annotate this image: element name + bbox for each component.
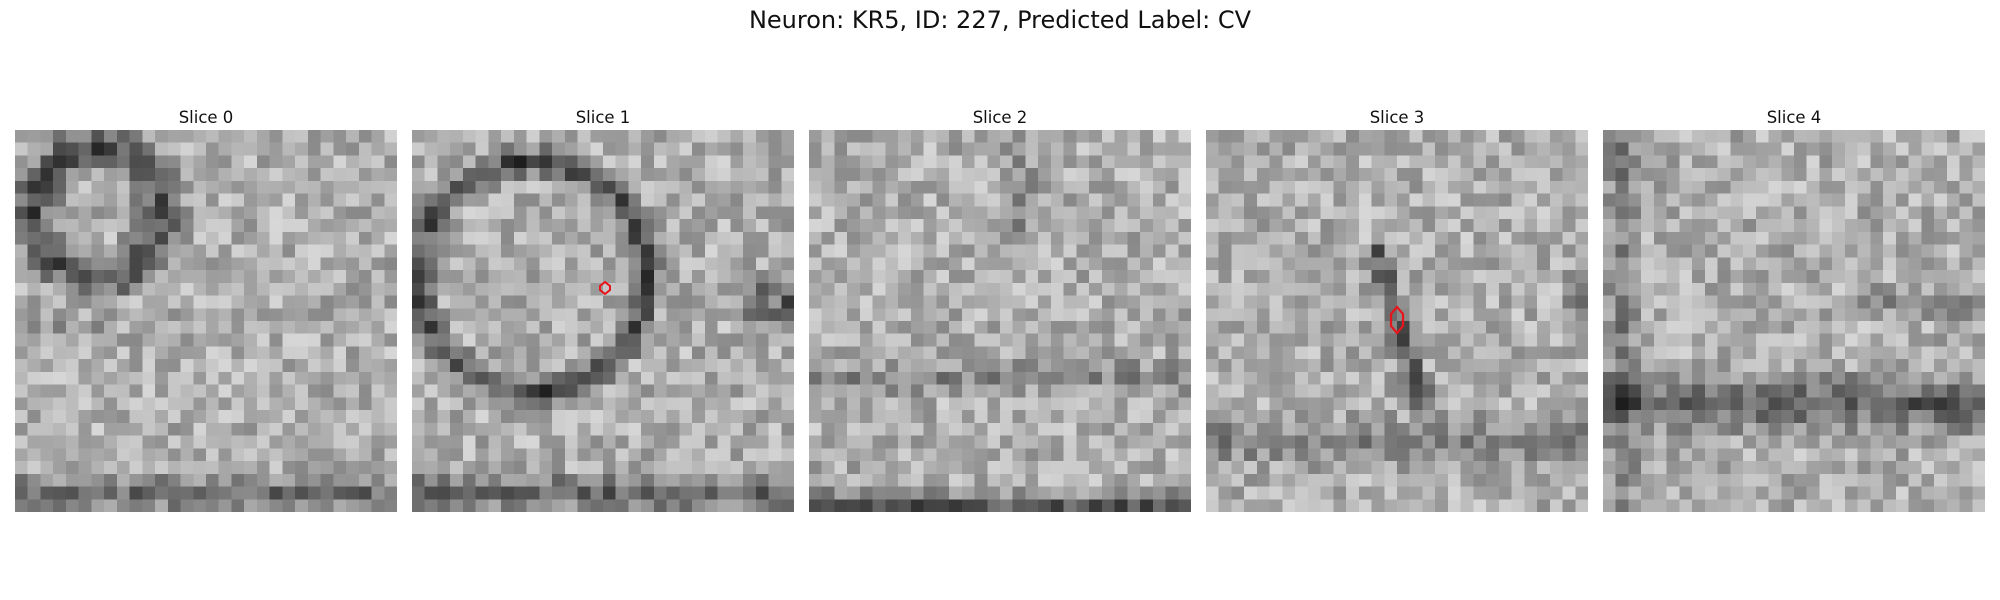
slice-title: Slice 4 bbox=[1766, 108, 1822, 127]
slice-panel-1: Slice 1 bbox=[412, 106, 794, 512]
slice-panel-3: Slice 3 bbox=[1206, 106, 1588, 512]
slice-panel-4: Slice 4 bbox=[1603, 106, 1985, 512]
slice-panel-2: Slice 2 bbox=[809, 106, 1191, 512]
slice-image bbox=[1603, 130, 1985, 512]
slice-image bbox=[412, 130, 794, 512]
slice-image bbox=[15, 130, 397, 512]
slice-title: Slice 2 bbox=[972, 108, 1028, 127]
slice-panel-0: Slice 0 bbox=[15, 106, 397, 512]
slice-title: Slice 1 bbox=[575, 108, 631, 127]
figure-title: Neuron: KR5, ID: 227, Predicted Label: C… bbox=[748, 6, 1252, 34]
slice-image bbox=[809, 130, 1191, 512]
slice-title: Slice 3 bbox=[1369, 108, 1425, 127]
slice-title: Slice 0 bbox=[178, 108, 234, 127]
slice-image bbox=[1206, 130, 1588, 512]
